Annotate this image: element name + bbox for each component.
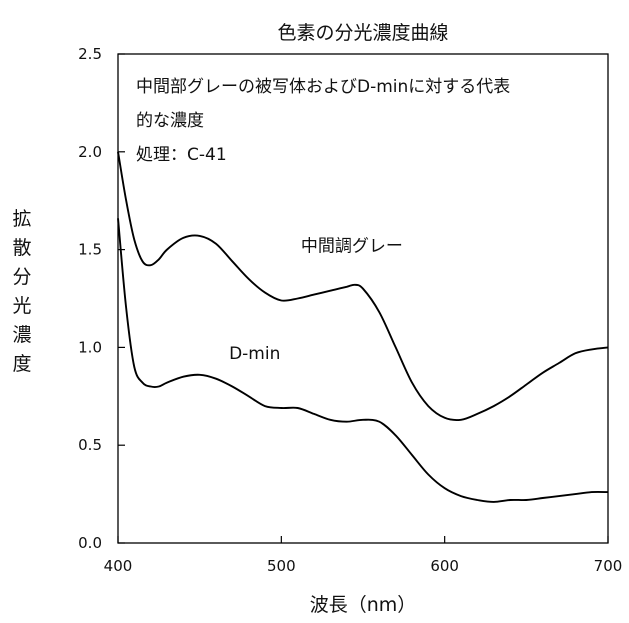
x-tick-label: 600 bbox=[430, 557, 459, 575]
y-tick-label: 0.5 bbox=[78, 436, 102, 454]
x-tick-label: 700 bbox=[594, 557, 623, 575]
axes bbox=[117, 53, 609, 544]
y-tick-label: 1.5 bbox=[78, 241, 102, 259]
ticks: 0.0 0.5 1.0 1.5 2.0 2.5 400 500 600 700 bbox=[78, 45, 622, 575]
series-dmin-line bbox=[117, 218, 609, 503]
x-axis-label: 波長（nm） bbox=[309, 594, 417, 616]
y-tick-label: 2.5 bbox=[78, 45, 102, 63]
series-mid-gray-line bbox=[117, 151, 609, 422]
plot-frame bbox=[117, 53, 609, 544]
y-tick-label: 1.0 bbox=[78, 338, 102, 356]
chart-title: 色素の分光濃度曲線 bbox=[277, 22, 449, 44]
series-lines bbox=[117, 151, 609, 503]
annotation-line-3: 処理：C-41 bbox=[136, 145, 227, 165]
series-labels: 中間調グレー D-min bbox=[229, 237, 403, 365]
y-axis-label: 拡散分光濃度 bbox=[12, 208, 32, 375]
x-tick-label: 400 bbox=[104, 557, 133, 575]
x-tick-label: 500 bbox=[267, 557, 296, 575]
y-tick-label: 2.0 bbox=[78, 143, 102, 161]
series-mid-gray-label: 中間調グレー bbox=[301, 237, 403, 257]
y-tick-label: 0.0 bbox=[78, 534, 102, 552]
annotation-line-1: 中間部グレーの被写体およびD-minに対する代表 bbox=[136, 77, 511, 97]
annotation-line-2: 的な濃度 bbox=[136, 111, 204, 131]
series-dmin-label: D-min bbox=[229, 344, 280, 364]
